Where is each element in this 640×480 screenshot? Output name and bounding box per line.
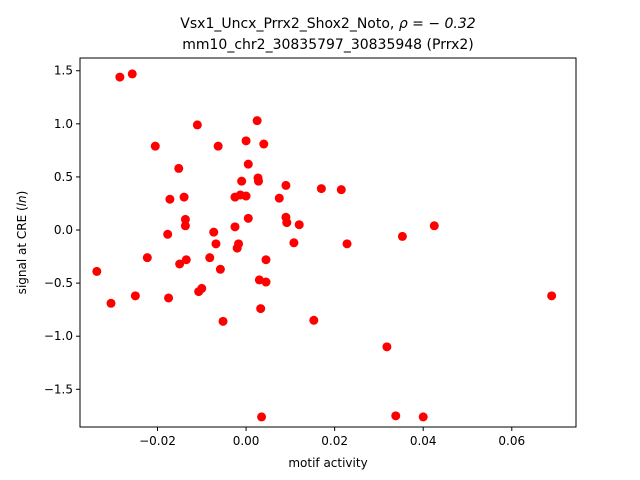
scatter-point xyxy=(150,141,160,151)
scatter-point xyxy=(163,229,173,239)
scatter-point xyxy=(289,238,299,248)
plot-area-background xyxy=(80,58,576,427)
scatter-point xyxy=(180,221,190,231)
x-tick-label: 0.04 xyxy=(410,434,437,448)
x-axis-label: motif activity xyxy=(288,456,367,470)
scatter-point xyxy=(282,218,292,228)
y-tick-label: −1.0 xyxy=(44,329,73,343)
scatter-point xyxy=(127,69,137,79)
y-tick-label: 0.5 xyxy=(54,170,73,184)
scatter-point xyxy=(192,120,202,130)
scatter-point xyxy=(205,253,215,263)
scatter-point xyxy=(215,264,225,274)
y-tick-label: −1.5 xyxy=(44,382,73,396)
scatter-point xyxy=(241,191,251,201)
scatter-point xyxy=(180,214,190,224)
scatter-point xyxy=(336,185,346,195)
x-tick-label: 0.00 xyxy=(233,434,260,448)
scatter-point xyxy=(230,222,240,232)
scatter-point xyxy=(259,139,269,149)
scatter-point xyxy=(209,227,219,237)
scatter-point xyxy=(397,231,407,241)
scatter-point xyxy=(164,293,174,303)
scatter-point xyxy=(175,259,185,269)
scatter-point xyxy=(342,239,352,249)
y-tick-label: 1.0 xyxy=(54,117,73,131)
scatter-point xyxy=(130,291,140,301)
scatter-point xyxy=(261,277,271,287)
scatter-point xyxy=(243,213,253,223)
scatter-points xyxy=(92,69,557,422)
scatter-point xyxy=(382,342,392,352)
x-tick-label: 0.06 xyxy=(498,434,525,448)
x-tick-label: −0.02 xyxy=(139,434,176,448)
scatter-point xyxy=(274,193,284,203)
scatter-point xyxy=(197,283,207,293)
scatter-point xyxy=(429,221,439,231)
chart-title-line1: Vsx1_Uncx_Prrx2_Shox2_Noto, ρ = − 0.32 xyxy=(180,16,475,32)
scatter-point xyxy=(418,412,428,422)
scatter-point xyxy=(213,141,223,151)
y-axis-label: signal at CRE (ln) xyxy=(15,191,29,295)
scatter-point xyxy=(211,239,221,249)
scatter-point xyxy=(179,192,189,202)
y-tick-label: −0.5 xyxy=(44,276,73,290)
y-tick-label: 1.5 xyxy=(54,64,73,78)
scatter-point xyxy=(281,180,291,190)
y-axis-ticks: −1.5 −1.0 −0.5 0.0 0.5 1.0 1.5 xyxy=(44,64,80,396)
scatter-point xyxy=(547,291,557,301)
x-axis-ticks: −0.02 0.00 0.02 0.04 0.06 xyxy=(139,427,525,448)
scatter-point xyxy=(218,316,228,326)
scatter-point xyxy=(243,159,253,169)
scatter-point xyxy=(181,255,191,265)
scatter-point xyxy=(92,266,102,276)
scatter-point xyxy=(316,184,326,194)
chart-title-line2: mm10_chr2_30835797_30835948 (Prrx2) xyxy=(182,37,474,53)
scatter-point xyxy=(252,116,262,126)
scatter-point xyxy=(115,72,125,82)
x-tick-label: 0.02 xyxy=(321,434,348,448)
scatter-point xyxy=(106,298,116,308)
scatter-point xyxy=(241,136,251,146)
plot-frame xyxy=(79,57,577,428)
scatter-point xyxy=(165,194,175,204)
scatter-point xyxy=(237,176,247,186)
scatter-point xyxy=(253,176,263,186)
scatter-point xyxy=(257,412,267,422)
scatter-point xyxy=(261,255,271,265)
scatter-point xyxy=(391,411,401,421)
y-tick-label: 0.0 xyxy=(54,223,73,237)
scatter-point xyxy=(256,304,266,314)
scatter-point xyxy=(142,253,152,263)
scatter-point xyxy=(309,315,319,325)
scatter-point xyxy=(174,163,184,173)
scatter-point xyxy=(294,220,304,230)
scatter-point xyxy=(234,239,244,249)
